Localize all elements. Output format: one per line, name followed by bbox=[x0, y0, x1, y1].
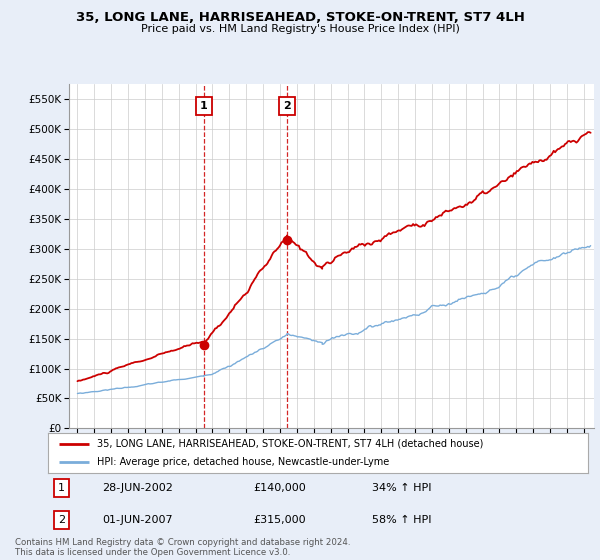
Text: 35, LONG LANE, HARRISEAHEAD, STOKE-ON-TRENT, ST7 4LH (detached house): 35, LONG LANE, HARRISEAHEAD, STOKE-ON-TR… bbox=[97, 439, 483, 449]
Text: 35, LONG LANE, HARRISEAHEAD, STOKE-ON-TRENT, ST7 4LH: 35, LONG LANE, HARRISEAHEAD, STOKE-ON-TR… bbox=[76, 11, 524, 24]
Text: 58% ↑ HPI: 58% ↑ HPI bbox=[372, 515, 431, 525]
Text: 01-JUN-2007: 01-JUN-2007 bbox=[102, 515, 173, 525]
Text: Price paid vs. HM Land Registry's House Price Index (HPI): Price paid vs. HM Land Registry's House … bbox=[140, 24, 460, 34]
Text: 1: 1 bbox=[200, 101, 208, 111]
Text: HPI: Average price, detached house, Newcastle-under-Lyme: HPI: Average price, detached house, Newc… bbox=[97, 458, 389, 467]
Text: Contains HM Land Registry data © Crown copyright and database right 2024.
This d: Contains HM Land Registry data © Crown c… bbox=[15, 538, 350, 557]
Text: £315,000: £315,000 bbox=[253, 515, 306, 525]
Text: 34% ↑ HPI: 34% ↑ HPI bbox=[372, 483, 431, 493]
Text: 2: 2 bbox=[283, 101, 291, 111]
Text: 28-JUN-2002: 28-JUN-2002 bbox=[102, 483, 173, 493]
Text: £140,000: £140,000 bbox=[253, 483, 306, 493]
Text: 2: 2 bbox=[58, 515, 65, 525]
Text: 1: 1 bbox=[58, 483, 65, 493]
